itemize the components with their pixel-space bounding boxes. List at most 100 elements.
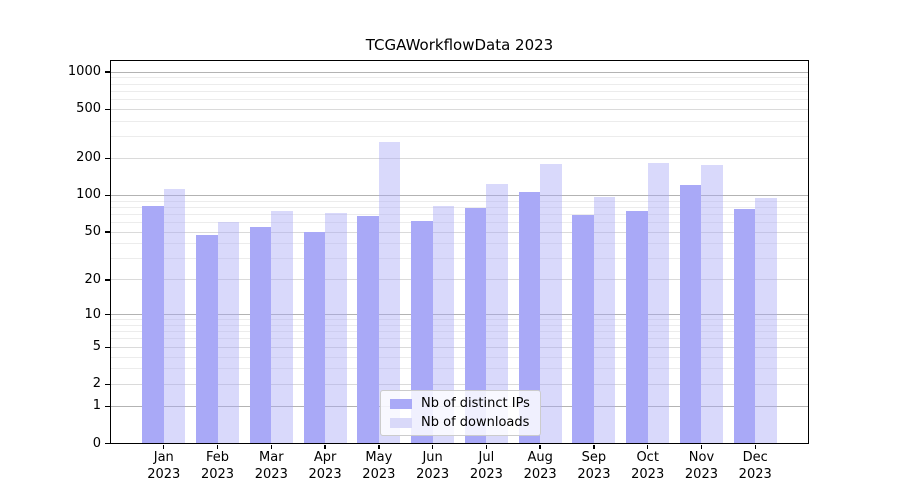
x-tick-mark-aug <box>539 444 541 449</box>
legend-label-distinct-ips: Nb of distinct IPs <box>421 396 530 411</box>
y-gridline-600 <box>111 99 808 101</box>
x-tick-label-line: Jan <box>153 450 174 465</box>
y-gridline-20 <box>111 279 808 281</box>
x-tick-label-line: 2023 <box>631 467 665 482</box>
bar-ips-may <box>357 215 379 444</box>
y-tick-mark-5 <box>105 346 110 348</box>
x-tick-mark-feb <box>216 444 219 449</box>
bar-downloads-jan <box>163 189 186 444</box>
x-axis-tick-label: Aug 2023 <box>508 449 572 483</box>
x-tick-label-line: 2023 <box>416 467 450 482</box>
x-tick-label-line: Dec <box>742 450 768 465</box>
legend-item-distinct-ips: Nb of distinct IPs <box>390 396 530 411</box>
chart-title: TCGAWorkflowData 2023 <box>365 36 554 54</box>
x-tick-mark-jul <box>485 444 488 449</box>
x-tick-label-line: 2023 <box>200 467 235 482</box>
y-gridline-100 <box>111 194 808 196</box>
y-gridline-3 <box>111 368 808 370</box>
y-tick-mark-10 <box>105 313 110 316</box>
x-tick-label-line: Mar <box>259 450 284 465</box>
x-tick-label-line: Oct <box>636 450 659 465</box>
bar-downloads-dec <box>755 198 777 444</box>
bar-downloads-feb <box>217 221 240 444</box>
y-gridline-1000 <box>111 71 808 73</box>
y-axis-tick-label: 200 <box>76 150 101 166</box>
y-gridline-10 <box>111 314 808 316</box>
y-gridline-4 <box>111 356 808 358</box>
x-tick-label-line: Apr <box>313 450 337 465</box>
x-tick-label-line: 2023 <box>469 467 503 482</box>
y-axis-tick-label: 50 <box>84 224 101 240</box>
bar-downloads-jun <box>432 206 455 444</box>
x-tick-mark-may <box>378 444 380 449</box>
y-tick-mark-1000 <box>105 71 110 73</box>
y-axis-tick-label: 20 <box>84 271 101 287</box>
y-gridline-30 <box>111 258 808 260</box>
x-axis-tick-label: Sep 2023 <box>562 449 626 483</box>
x-tick-mark-mar <box>270 444 272 449</box>
bar-ips-jun <box>411 220 433 444</box>
x-tick-label-line: Jun <box>422 450 443 465</box>
x-tick-label-line: 2023 <box>738 467 772 482</box>
y-tick-mark-500 <box>105 108 110 111</box>
y-gridline-5 <box>111 346 808 348</box>
bar-downloads-oct <box>647 162 670 444</box>
legend-label-downloads: Nb of downloads <box>421 415 530 430</box>
legend-item-downloads: Nb of downloads <box>390 415 530 430</box>
x-axis-tick-label: May 2023 <box>347 449 411 483</box>
bar-ips-nov <box>679 185 702 444</box>
x-tick-label-line: Nov <box>688 450 715 465</box>
y-gridline-2 <box>111 383 808 385</box>
y-tick-mark-0 <box>105 442 110 445</box>
y-gridline-6 <box>111 338 808 340</box>
y-tick-mark-50 <box>105 231 110 233</box>
x-tick-label-line: 2023 <box>684 467 718 482</box>
x-tick-label-line: 2023 <box>523 467 557 482</box>
bar-downloads-jul <box>486 183 508 444</box>
x-axis-tick-label: Mar 2023 <box>239 449 303 483</box>
y-axis-tick-label: 10 <box>84 306 101 322</box>
bar-ips-jan <box>142 206 164 444</box>
y-gridline-40 <box>111 243 808 245</box>
x-tick-label-line: Sep <box>581 450 607 465</box>
x-tick-label-line: May <box>365 450 393 465</box>
y-axis-tick-label: 2 <box>92 376 101 392</box>
y-gridline-500 <box>111 108 808 110</box>
y-gridline-70 <box>111 213 808 215</box>
y-gridline-8 <box>111 324 808 326</box>
x-axis-tick-label: Jan 2023 <box>132 449 196 483</box>
y-tick-mark-1 <box>105 405 110 407</box>
x-tick-mark-oct <box>646 444 649 449</box>
legend-swatch-downloads <box>390 417 412 428</box>
y-gridline-800 <box>111 83 808 85</box>
bar-downloads-sep <box>593 197 616 444</box>
y-gridline-50 <box>111 231 808 233</box>
y-gridline-7 <box>111 331 808 333</box>
y-axis-tick-label: 500 <box>76 101 101 117</box>
bar-ips-sep <box>572 215 594 444</box>
x-tick-label-line: Aug <box>527 450 553 465</box>
legend-swatch-distinct-ips <box>390 398 412 409</box>
y-tick-mark-2 <box>105 383 110 386</box>
x-tick-mark-nov <box>700 444 703 449</box>
bar-ips-mar <box>249 227 272 444</box>
y-gridline-700 <box>111 90 808 92</box>
x-tick-mark-jan <box>163 444 165 449</box>
x-tick-label-line: Jul <box>478 450 495 465</box>
x-tick-label-line: 2023 <box>147 467 181 482</box>
bar-ips-jul <box>464 207 487 444</box>
x-tick-mark-jun <box>431 444 434 449</box>
y-axis-tick-label: 5 <box>92 339 101 355</box>
bar-downloads-mar <box>271 211 293 444</box>
bar-downloads-aug <box>540 164 562 444</box>
x-axis-tick-label: Dec 2023 <box>723 449 787 483</box>
x-tick-label-line: 2023 <box>254 467 288 482</box>
y-gridline-200 <box>111 157 808 159</box>
y-gridline-60 <box>111 222 808 224</box>
x-tick-label-line: Feb <box>206 450 230 465</box>
y-gridline-90 <box>111 200 808 202</box>
bar-ips-aug <box>518 191 541 444</box>
y-gridline-300 <box>111 136 808 138</box>
y-tick-mark-20 <box>105 279 110 281</box>
